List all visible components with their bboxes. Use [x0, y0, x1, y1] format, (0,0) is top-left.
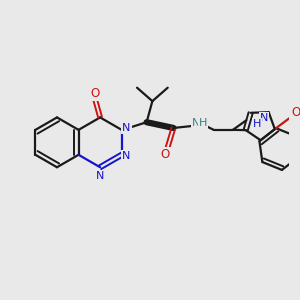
Text: N: N: [260, 113, 268, 123]
Text: O: O: [292, 106, 300, 119]
Text: H: H: [199, 118, 207, 128]
Text: O: O: [91, 87, 100, 100]
Text: N: N: [96, 171, 104, 181]
Text: N: N: [122, 151, 131, 161]
Text: H: H: [253, 119, 261, 129]
Text: N: N: [122, 123, 131, 133]
Text: N: N: [192, 118, 201, 128]
Text: O: O: [160, 148, 170, 161]
